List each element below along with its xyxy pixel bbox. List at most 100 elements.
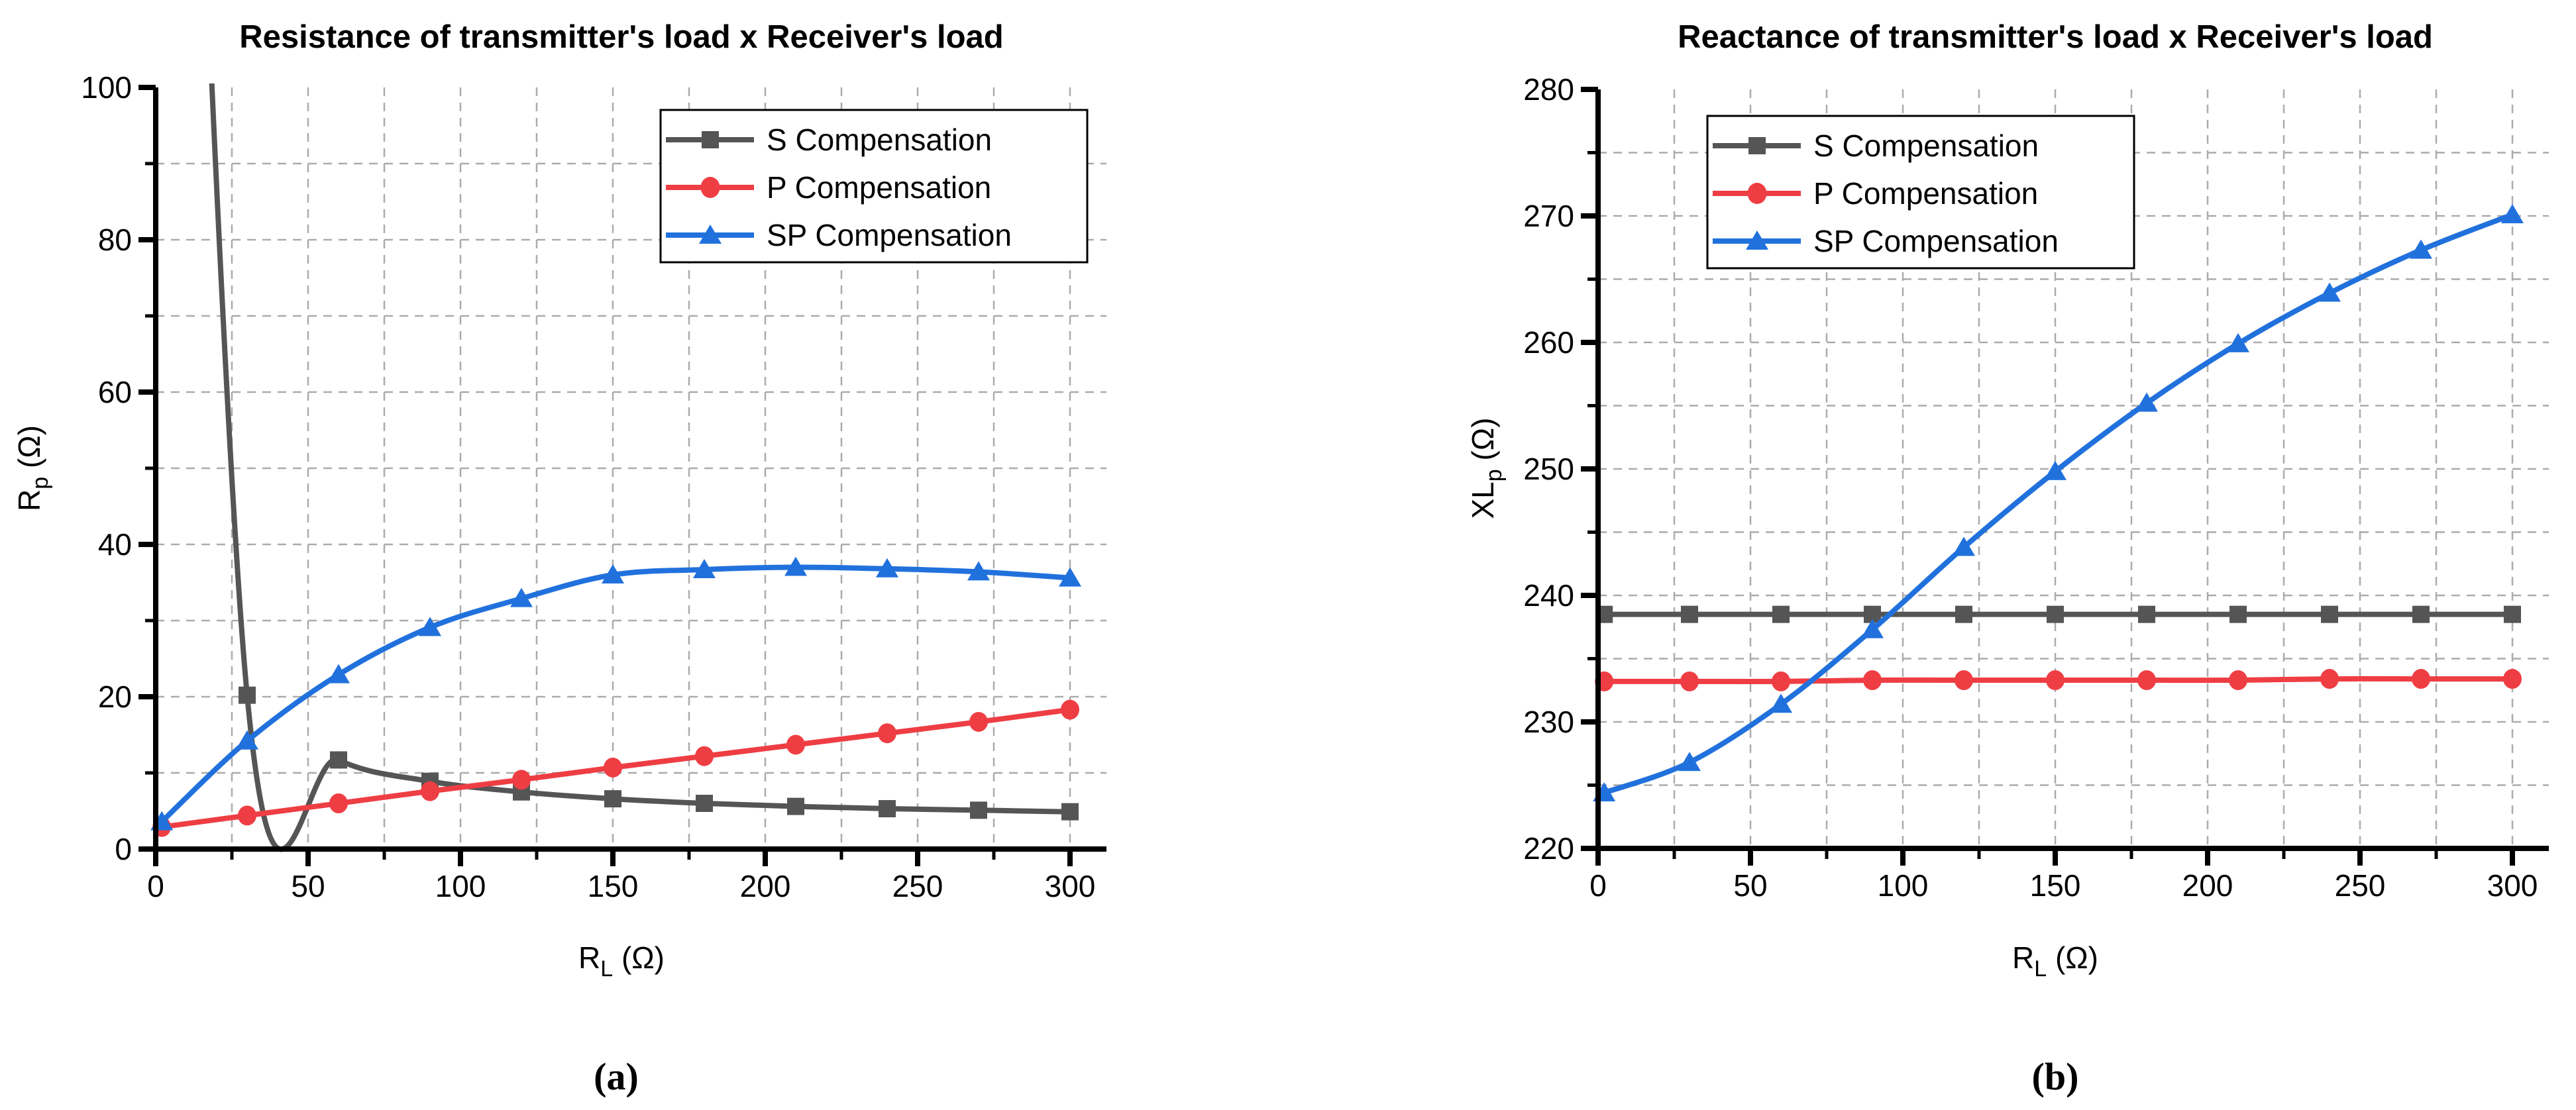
panel-caption-b: (b) bbox=[2032, 1055, 2079, 1098]
series-line-sp-compensation bbox=[1603, 212, 2514, 795]
circle-marker bbox=[2412, 669, 2430, 689]
y-tick-label: 40 bbox=[98, 527, 132, 562]
triangle-marker bbox=[510, 587, 533, 607]
triangle-marker bbox=[1861, 619, 1884, 638]
y-tick-label: 230 bbox=[1523, 705, 1574, 739]
legend-circle-marker bbox=[700, 177, 720, 198]
y-tick-label: 20 bbox=[98, 680, 132, 714]
x-tick-label: 300 bbox=[2487, 868, 2538, 903]
circle-marker bbox=[2137, 670, 2156, 690]
x-tick-label: 300 bbox=[1045, 869, 1096, 903]
x-tick-label: 0 bbox=[147, 869, 164, 903]
square-marker bbox=[239, 686, 256, 704]
triangle-marker bbox=[2227, 332, 2249, 352]
chart-title: Resistance of transmitter's load x Recei… bbox=[239, 19, 1004, 55]
legend: S Compensation P Compensation SP Compens… bbox=[659, 109, 1089, 264]
legend-item-s-compensation: S Compensation bbox=[666, 123, 992, 157]
series-layer bbox=[150, 83, 1081, 852]
x-tick-label: 150 bbox=[2030, 868, 2081, 903]
triangle-marker bbox=[2501, 204, 2524, 224]
axes-layer: 0 50 100 150 200 250 300 220 230 240 250 260 270 280 bbox=[1523, 72, 2549, 903]
circle-marker bbox=[1772, 671, 1790, 691]
resistance-chart-panel: 0 50 100 150 200 250 300 0 20 40 60 80 100 Resistanc… bbox=[12, 19, 1106, 1098]
y-tick-label: 260 bbox=[1523, 325, 1574, 360]
circle-marker bbox=[2229, 670, 2247, 690]
y-tick-label: 0 bbox=[115, 832, 132, 866]
x-tick-label: 250 bbox=[2335, 868, 2386, 903]
triangle-marker bbox=[1953, 536, 1975, 556]
legend-triangle-marker bbox=[1746, 230, 1768, 250]
legend-circle-marker bbox=[1747, 183, 1767, 204]
triangle-marker bbox=[327, 664, 350, 683]
legend-item-p-compensation: P Compensation bbox=[666, 170, 991, 205]
legend-item-s-compensation: S Compensation bbox=[1713, 128, 2039, 163]
square-marker bbox=[2138, 605, 2155, 623]
y-tick-label: 220 bbox=[1523, 831, 1574, 866]
legend-item-p-compensation: P Compensation bbox=[1713, 176, 2038, 211]
triangle-marker bbox=[2135, 392, 2158, 412]
circle-marker bbox=[1863, 670, 1882, 690]
square-marker bbox=[330, 751, 347, 769]
triangle-marker bbox=[1770, 693, 1792, 713]
legend-square-marker bbox=[1748, 137, 1766, 154]
triangle-marker bbox=[784, 556, 807, 576]
triangle-marker bbox=[2044, 460, 2066, 480]
square-marker bbox=[604, 790, 621, 808]
circle-marker bbox=[421, 781, 439, 801]
reactance-chart-panel: 0 50 100 150 200 250 300220230240250260270280 … bbox=[1466, 19, 2549, 1098]
legend-label: S Compensation bbox=[767, 123, 992, 157]
circle-marker bbox=[786, 734, 805, 755]
circle-marker bbox=[695, 746, 714, 766]
axes-layer: 0 50 100 150 200 250 300 0 20 40 60 80 100 bbox=[81, 70, 1106, 903]
triangle-marker bbox=[1059, 567, 1081, 587]
x-axis-label: RL (Ω) bbox=[578, 940, 665, 982]
x-tick-label: 50 bbox=[291, 869, 325, 903]
circle-marker bbox=[329, 793, 348, 813]
triangle-marker bbox=[2318, 282, 2341, 302]
square-marker bbox=[2229, 605, 2247, 623]
legend-label: SP Compensation bbox=[1813, 224, 2059, 258]
square-marker bbox=[879, 800, 896, 818]
y-tick-label: 80 bbox=[98, 223, 132, 257]
legend-triangle-marker bbox=[699, 225, 722, 244]
triangle-marker bbox=[967, 561, 990, 581]
circle-marker bbox=[878, 723, 896, 744]
x-tick-label: 0 bbox=[1589, 868, 1607, 903]
square-marker bbox=[1772, 605, 1790, 623]
circle-marker bbox=[238, 805, 256, 826]
circle-marker bbox=[2046, 670, 2065, 690]
legend-label: S Compensation bbox=[1813, 128, 2039, 163]
circle-marker bbox=[604, 757, 622, 778]
legend-item-sp-compensation: SP Compensation bbox=[666, 218, 1012, 252]
y-tick-label: 270 bbox=[1523, 199, 1574, 233]
legend-item-sp-compensation: SP Compensation bbox=[1713, 224, 2059, 258]
triangle-marker bbox=[236, 730, 258, 750]
series-layer bbox=[1593, 204, 2524, 801]
x-tick-label: 200 bbox=[2182, 868, 2233, 903]
triangle-marker bbox=[419, 617, 441, 636]
legend-label: P Compensation bbox=[767, 170, 991, 205]
square-marker bbox=[1681, 605, 1698, 623]
y-tick-label: 60 bbox=[98, 375, 132, 409]
circle-marker bbox=[1955, 670, 1973, 690]
x-tick-label: 250 bbox=[892, 869, 943, 903]
circle-marker bbox=[969, 711, 988, 732]
legend-label: SP Compensation bbox=[767, 218, 1012, 252]
triangle-marker bbox=[693, 558, 716, 578]
circle-marker bbox=[1061, 699, 1079, 720]
square-marker bbox=[1955, 605, 1972, 623]
panel-caption-a: (a) bbox=[594, 1055, 639, 1098]
triangle-marker bbox=[2410, 239, 2432, 259]
square-marker bbox=[2504, 605, 2521, 623]
square-marker bbox=[696, 795, 713, 812]
square-marker bbox=[1061, 803, 1079, 821]
triangle-marker bbox=[602, 564, 624, 583]
circle-marker bbox=[1680, 671, 1699, 691]
chart-title: Reactance of transmitter's load x Receiv… bbox=[1678, 19, 2433, 55]
x-tick-label: 200 bbox=[740, 869, 791, 903]
square-marker bbox=[787, 797, 804, 815]
square-marker bbox=[2412, 605, 2430, 623]
triangle-marker bbox=[1678, 752, 1701, 772]
x-axis-label: RL (Ω) bbox=[2012, 940, 2098, 982]
legend-label: P Compensation bbox=[1813, 176, 2038, 211]
